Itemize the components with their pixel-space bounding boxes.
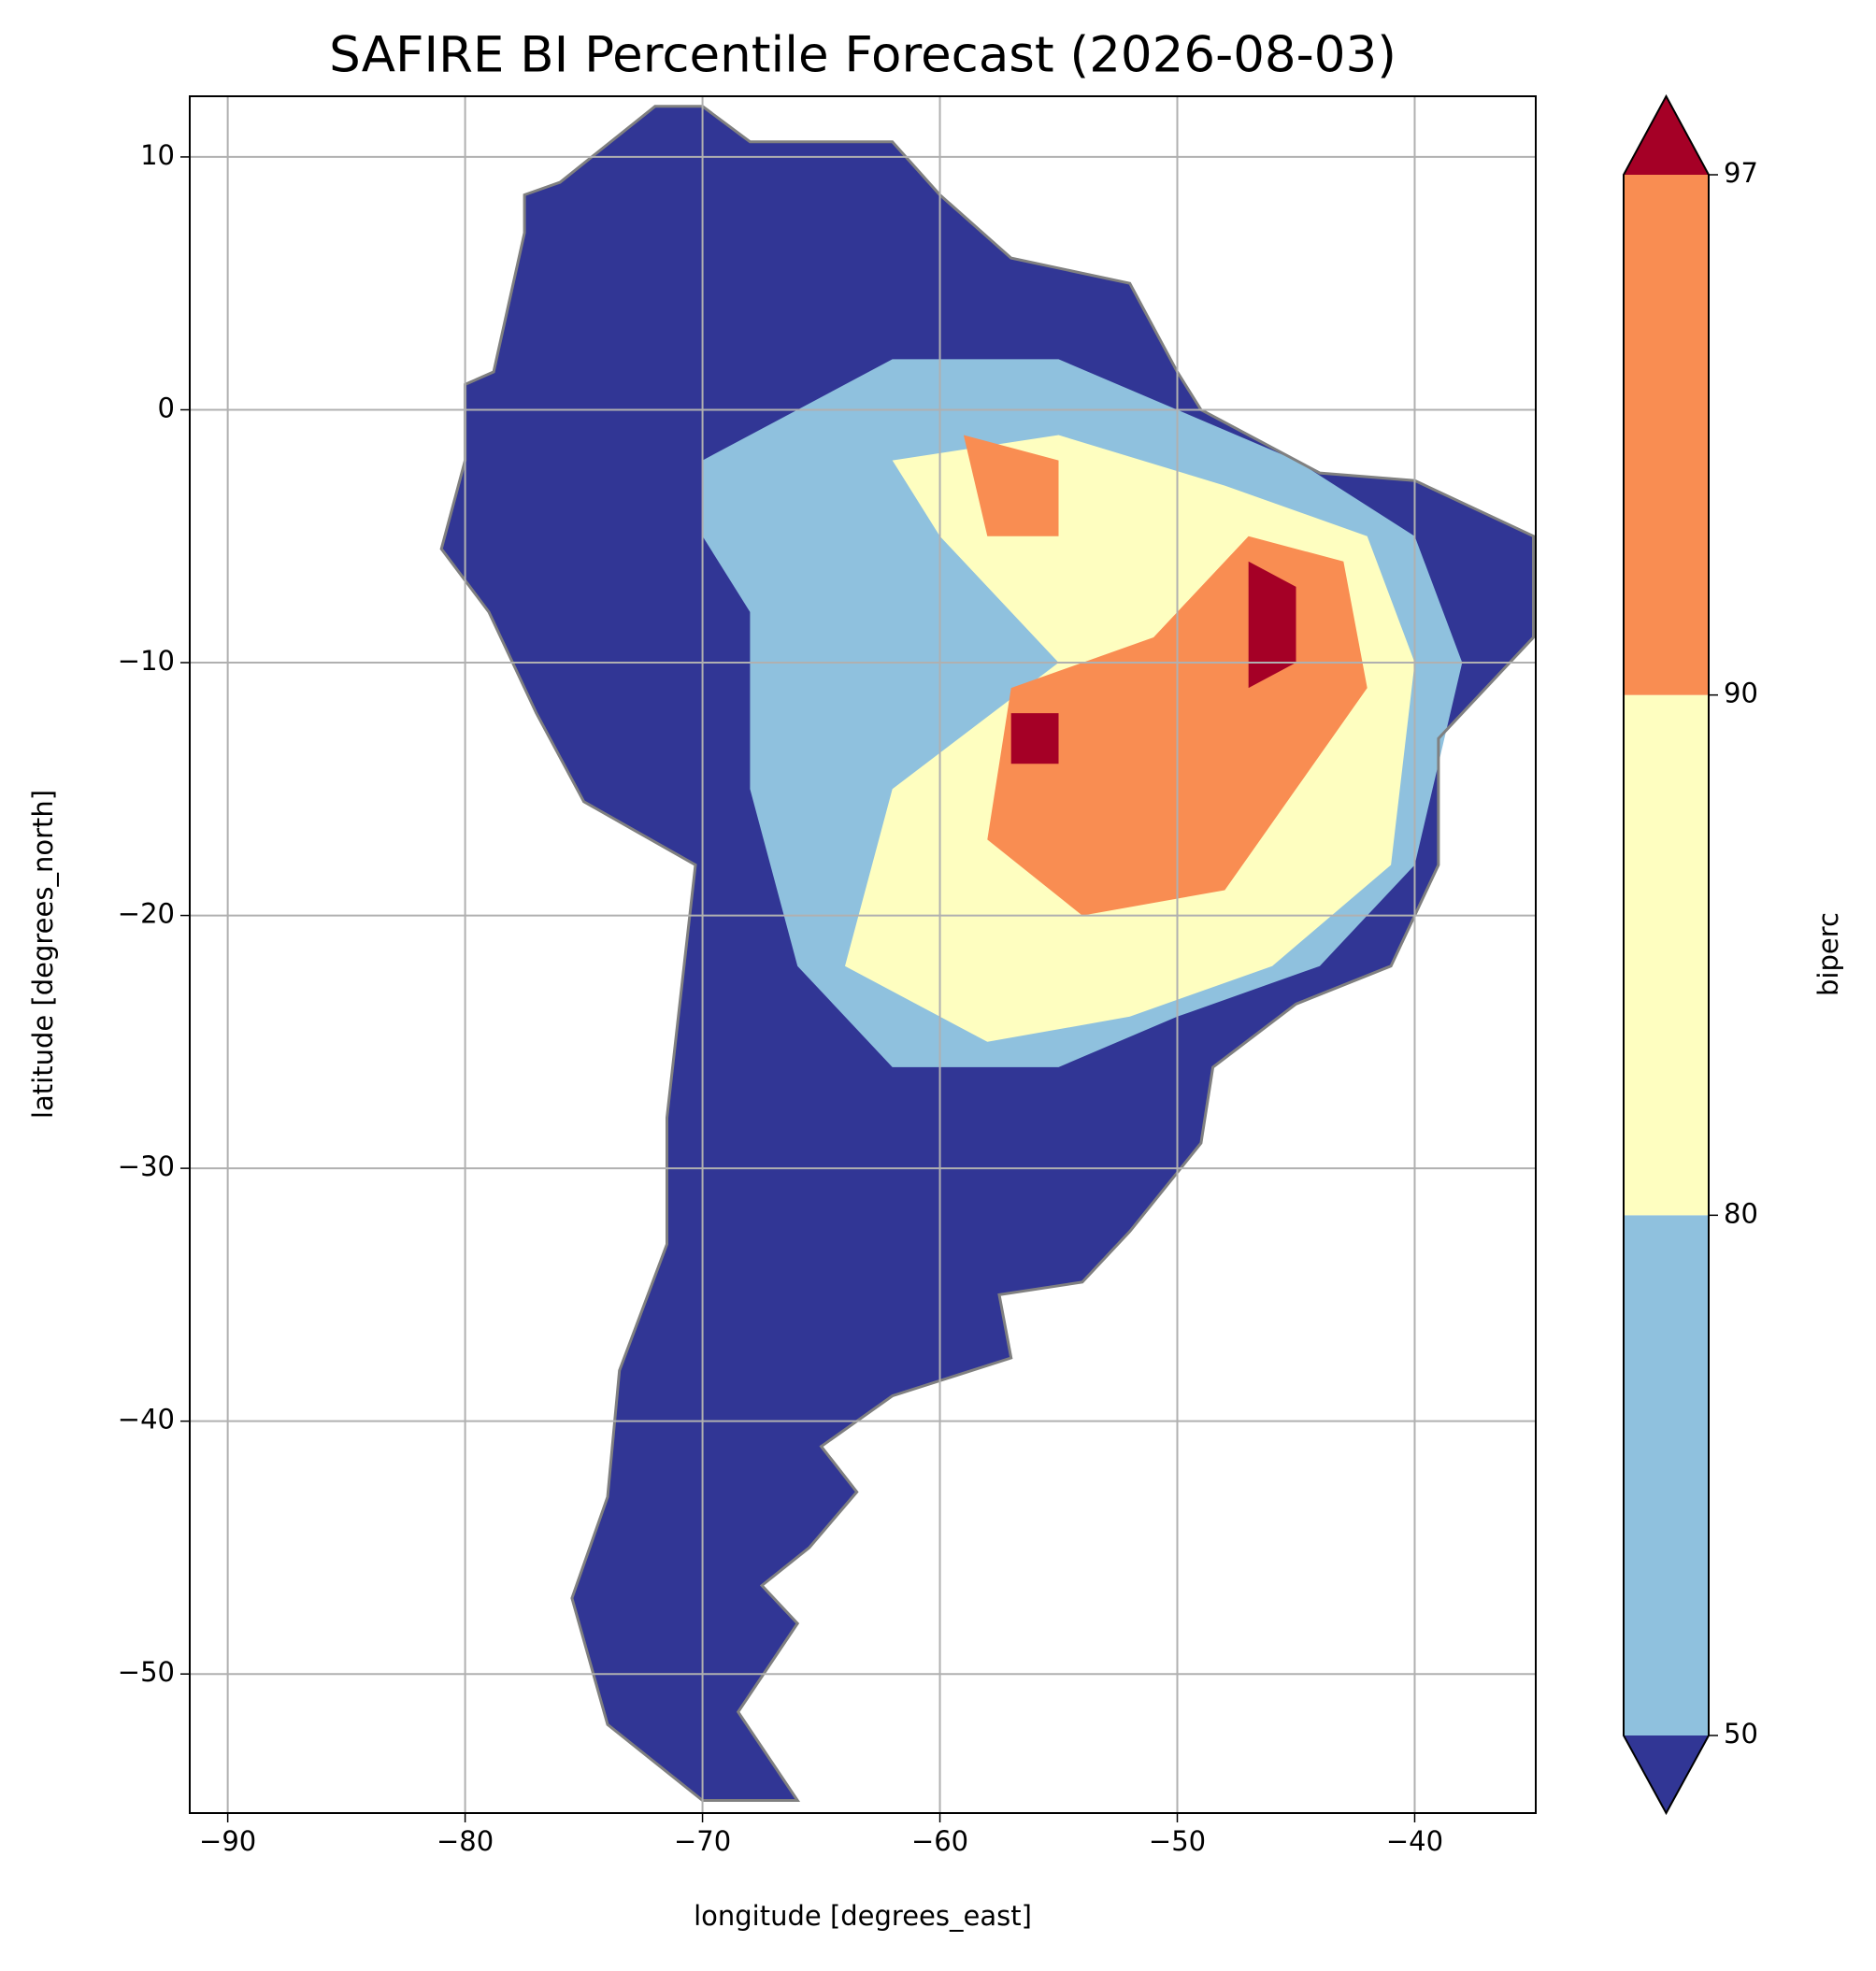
colorbar-segment: [1624, 694, 1709, 1216]
colorbar-tick-label: 90: [1724, 678, 1758, 709]
colorbar-over: [1624, 96, 1709, 175]
y-tick-label: −40: [118, 1404, 175, 1435]
x-tick-label: −90: [199, 1825, 256, 1857]
y-tick-label: −20: [118, 898, 175, 930]
map-layer: [439, 105, 1535, 1802]
x-tick-label: −50: [1149, 1825, 1206, 1857]
colorbar-tick-label: 97: [1724, 157, 1758, 189]
y-axis-label: latitude [degrees_north]: [27, 790, 59, 1119]
x-tick-label: −80: [437, 1825, 494, 1857]
y-tick-label: 10: [140, 139, 175, 171]
y-tick-label: −30: [118, 1150, 175, 1182]
y-tick-label: 0: [158, 392, 175, 423]
y-tick-label: −10: [118, 645, 175, 677]
x-tick-label: −40: [1386, 1825, 1443, 1857]
plot-frame: [189, 95, 1537, 1814]
colorbar-under: [1624, 1735, 1709, 1813]
colorbar-label: biperc: [1812, 912, 1844, 996]
colorbar-segment: [1624, 175, 1709, 695]
chart-title: SAFIRE BI Percentile Forecast (2026-08-0…: [329, 27, 1396, 84]
x-tick-label: −60: [911, 1825, 968, 1857]
colorbar-segment: [1624, 1215, 1709, 1735]
x-axis-label: longitude [degrees_east]: [694, 1900, 1032, 1932]
region: [963, 435, 1059, 536]
coastline: [439, 105, 1535, 1802]
colorbar-tick-label: 50: [1724, 1718, 1758, 1750]
region: [1010, 713, 1059, 764]
y-tick-label: −50: [118, 1656, 175, 1688]
colorbar-tick-label: 80: [1724, 1197, 1758, 1229]
region: [1248, 561, 1296, 689]
x-tick-label: −70: [674, 1825, 731, 1857]
